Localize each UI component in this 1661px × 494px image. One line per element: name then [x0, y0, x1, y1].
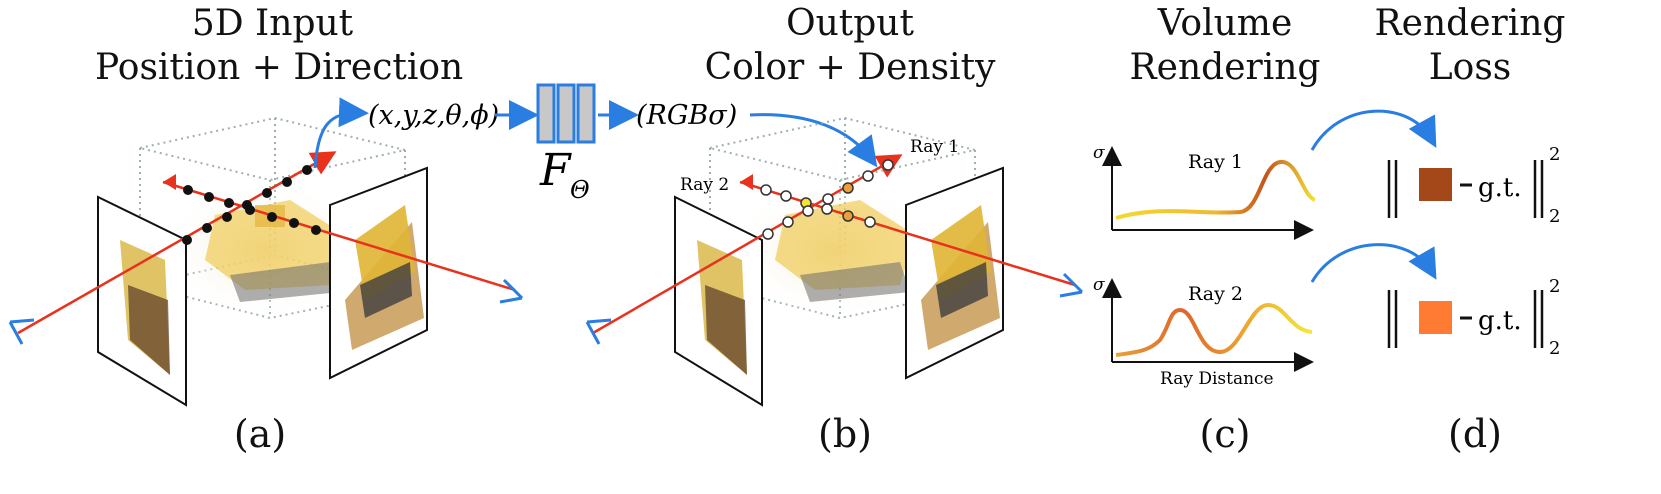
sample-point [782, 216, 794, 228]
camera-right-b [1059, 272, 1084, 298]
ray-line [162, 180, 516, 292]
ray-line [739, 180, 1076, 287]
panel-a-title-line-2: Position + Direction [95, 47, 464, 88]
panel-c-title-line-2: Rendering [1129, 47, 1321, 88]
sample-point [242, 200, 252, 210]
network-layer [536, 83, 556, 144]
gt-label: g.t. [1478, 173, 1522, 203]
panel-d-title-line-1: Rendering [1374, 3, 1566, 44]
panel-a-title: 5D Input Position + Direction [95, 2, 464, 90]
network-layer [576, 83, 596, 144]
output-arrow [749, 113, 878, 168]
panel-c-title: Volume Rendering [1125, 2, 1325, 90]
panel-a: (x,y,z,θ,ϕ) [8, 97, 539, 407]
sample-point [842, 210, 854, 222]
y-axis-symbol: σ [1093, 275, 1105, 295]
sample-point [862, 170, 874, 182]
sample-point [802, 205, 814, 217]
sample-point [267, 212, 277, 222]
panel-d-title: Rendering Loss [1370, 2, 1570, 90]
output-tuple: (RGBσ) [636, 100, 737, 131]
sample-point [302, 165, 312, 175]
panel-c-label: (c) [1199, 412, 1251, 456]
rendered-color-swatch-2 [1419, 301, 1452, 334]
sample-point [182, 235, 192, 245]
panel-a-title-line-1: 5D Input [191, 3, 354, 44]
network-subscript: Θ [570, 176, 590, 204]
density-curve-ray-1 [1115, 160, 1317, 220]
loss-term-1: g.t. 2 2 [1387, 144, 1560, 227]
camera-right [499, 278, 524, 304]
bulldozer-sketch [205, 200, 345, 302]
ray-2-arrowhead [163, 174, 176, 190]
ray-line [17, 151, 337, 335]
sample-point [842, 182, 854, 194]
sample-point [762, 228, 774, 240]
rendered-color-swatch-1 [1419, 168, 1452, 201]
panel-c-title-line-1: Volume [1157, 3, 1293, 44]
sample-point [882, 159, 894, 171]
sample-point [821, 203, 833, 215]
network-layer [556, 83, 576, 144]
bulldozer-sketch-b [775, 200, 915, 302]
network-f-theta: F Θ [536, 83, 639, 204]
rays-a [17, 151, 516, 335]
norm-subscript: 2 [1549, 206, 1560, 227]
sample-point [204, 192, 214, 202]
render-arrow-1 [1310, 109, 1437, 151]
sample-point [760, 184, 772, 196]
sample-point [202, 223, 212, 233]
image-plane-right-b [905, 166, 1004, 380]
y-axis-symbol: σ [1093, 143, 1105, 163]
panel-d-title-line-2: Loss [1428, 47, 1512, 88]
sample-point [222, 212, 232, 222]
gt-label: g.t. [1478, 306, 1522, 336]
panel-b-label: (b) [818, 412, 872, 456]
camera-left [8, 318, 35, 345]
panel-b-title-line-1: Output [786, 3, 914, 44]
sample-point [311, 225, 321, 235]
panel-d-label: (d) [1448, 412, 1502, 456]
input-tuple: (x,y,z,θ,ϕ) [368, 100, 499, 131]
panel-d: g.t. 2 2 g.t. 2 2 [1387, 144, 1560, 359]
norm-superscript: 2 [1549, 276, 1560, 297]
plot-1-title: Ray 1 [1188, 151, 1243, 173]
sample-point [183, 185, 193, 195]
image-plane-right [329, 166, 428, 380]
plot-2-title: Ray 2 [1188, 283, 1243, 305]
density-plot-ray-2: σ Ray 2 Ray Distance [1093, 275, 1314, 389]
ray-1-label: Ray 1 [910, 137, 959, 157]
sample-point [282, 177, 292, 187]
panel-c: σ Ray 1 σ Ray 2 Ray Distance [1093, 109, 1437, 389]
render-arrow-2 [1310, 243, 1437, 283]
sample-point [262, 188, 272, 198]
panel-a-label: (a) [233, 412, 287, 456]
x-axis-label: Ray Distance [1160, 369, 1274, 389]
density-plot-ray-1: σ Ray 1 [1093, 143, 1317, 240]
panel-b-title-line-2: Color + Density [704, 47, 996, 88]
camera-left-b [585, 318, 612, 345]
norm-superscript: 2 [1549, 144, 1560, 165]
input-arrow [313, 97, 369, 169]
sample-point [822, 193, 834, 205]
sample-points-a [182, 165, 321, 245]
panel-b-title: Output Color + Density [700, 2, 1000, 90]
sample-points-b [760, 159, 894, 240]
sample-point [780, 190, 792, 202]
ray-2-label: Ray 2 [680, 175, 729, 195]
norm-subscript: 2 [1549, 338, 1560, 359]
sample-point [289, 218, 299, 228]
network-symbol: F [539, 145, 572, 196]
ray-2-arrowhead [740, 174, 753, 190]
panel-b: (RGBσ) [585, 100, 1084, 407]
loss-term-2: g.t. 2 2 [1387, 276, 1560, 359]
sample-point [224, 198, 234, 208]
density-curve-ray-2 [1115, 302, 1313, 357]
sample-point [864, 216, 876, 228]
